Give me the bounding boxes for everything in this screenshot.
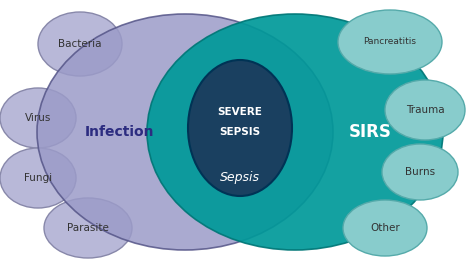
Text: SEPSIS: SEPSIS xyxy=(219,127,260,137)
Ellipse shape xyxy=(188,60,292,196)
Ellipse shape xyxy=(0,88,76,148)
Ellipse shape xyxy=(343,200,427,256)
Ellipse shape xyxy=(147,14,443,250)
Ellipse shape xyxy=(44,198,132,258)
Text: SEVERE: SEVERE xyxy=(218,107,262,117)
Text: Bacteria: Bacteria xyxy=(58,39,102,49)
Text: Infection: Infection xyxy=(85,125,155,139)
Text: Fungi: Fungi xyxy=(24,173,52,183)
Text: Virus: Virus xyxy=(25,113,51,123)
Text: Parasite: Parasite xyxy=(67,223,109,233)
Ellipse shape xyxy=(338,10,442,74)
Ellipse shape xyxy=(385,80,465,140)
Ellipse shape xyxy=(38,12,122,76)
Ellipse shape xyxy=(382,144,458,200)
Text: Pancreatitis: Pancreatitis xyxy=(363,37,417,46)
Text: SIRS: SIRS xyxy=(349,123,391,141)
Ellipse shape xyxy=(0,148,76,208)
Text: Burns: Burns xyxy=(405,167,435,177)
Text: Sepsis: Sepsis xyxy=(220,172,260,185)
Text: Other: Other xyxy=(370,223,400,233)
Text: Trauma: Trauma xyxy=(406,105,444,115)
Ellipse shape xyxy=(37,14,333,250)
